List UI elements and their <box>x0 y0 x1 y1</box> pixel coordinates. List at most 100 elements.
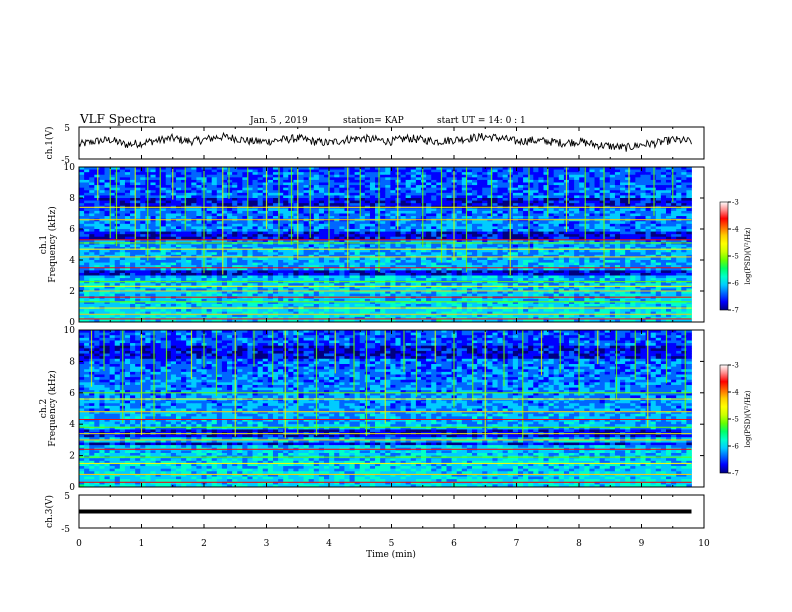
spectrogram-cell <box>543 203 549 207</box>
spectrogram-cell <box>313 231 320 235</box>
spectrogram-cell <box>247 234 253 238</box>
spectrogram-cell <box>186 213 192 217</box>
spectrogram-cell <box>604 236 611 240</box>
spectrogram-cell <box>594 265 601 269</box>
spectrogram-cell <box>671 210 677 214</box>
spectrogram-cell <box>569 239 575 243</box>
spectrogram-cell <box>599 200 606 204</box>
spectrogram-cell <box>196 210 202 214</box>
spectrogram-cell <box>211 267 218 271</box>
spectrogram-cell <box>267 231 274 235</box>
spectrogram-cell <box>528 223 534 227</box>
spectrogram-cell <box>114 234 121 238</box>
spectrogram-cell <box>94 234 100 238</box>
spectrogram-cell <box>165 203 172 207</box>
spectrogram-cell <box>553 213 560 217</box>
spectrogram-cell <box>339 257 345 261</box>
spectrogram-cell <box>375 231 381 235</box>
spectrogram-cell <box>349 221 356 225</box>
spectrogram-cell <box>660 174 667 178</box>
spectrogram-cell <box>124 257 131 261</box>
spectrogram-cell <box>609 260 616 263</box>
spectrogram-cell <box>415 247 422 251</box>
spectrogram-cell <box>553 216 560 220</box>
spectrogram-cell <box>492 221 498 225</box>
spectrogram-cell <box>538 177 544 181</box>
spectrogram-cell <box>181 229 187 232</box>
spectrogram-cell <box>181 267 187 271</box>
spectrogram-cell <box>308 179 315 183</box>
spectrogram-cell <box>487 179 493 183</box>
spectrogram-cell <box>211 249 218 253</box>
spectrogram-cell <box>466 254 473 258</box>
spectrogram-cell <box>155 244 162 248</box>
spectrogram-cell <box>604 216 611 220</box>
spectrogram-cell <box>267 213 274 217</box>
spectrogram-cell <box>589 247 595 251</box>
spectrogram-cell <box>221 244 228 248</box>
spectrogram-cell <box>436 187 442 191</box>
spectrogram-cell <box>135 208 141 212</box>
spectrogram-cell <box>298 267 304 271</box>
spectrogram-cell <box>676 210 682 214</box>
spectrogram-cell <box>369 182 376 186</box>
spectrogram-cell <box>186 229 192 232</box>
spectrogram-cell <box>329 260 335 263</box>
spectrogram-cell <box>267 179 274 183</box>
spectrogram-cell <box>339 182 345 186</box>
spectrogram-cell <box>257 192 264 196</box>
spectrogram-cell <box>574 192 580 196</box>
spectrogram-cell <box>630 254 636 258</box>
spectrogram-cell <box>640 216 646 220</box>
spectrogram-cell <box>227 231 233 235</box>
spectrogram-cell <box>574 187 580 191</box>
spectrogram-cell <box>589 172 595 176</box>
spectrogram-cell <box>415 182 422 186</box>
spectrogram-cell <box>114 195 121 199</box>
spectrogram-cell <box>191 254 197 258</box>
spectrogram-cell <box>318 187 325 191</box>
spectrogram-cell <box>140 198 146 201</box>
spectrogram-cell <box>660 267 667 271</box>
spectrogram-cell <box>216 195 223 199</box>
spectrogram-cell <box>523 182 529 186</box>
spectrogram-cell <box>94 254 100 258</box>
spectrogram-cell <box>630 247 636 251</box>
spectrogram-cell <box>441 247 447 251</box>
spectrogram-cell <box>232 252 238 256</box>
spectrogram-cell <box>272 210 279 214</box>
spectrogram-cell <box>543 252 549 256</box>
spectrogram-cell <box>538 190 544 194</box>
spectrogram-cell <box>206 265 213 269</box>
spectrogram-cell <box>165 182 172 186</box>
spectrogram-cell <box>104 167 111 170</box>
spectrogram-cell <box>671 249 677 253</box>
spectrogram-cell <box>655 257 662 261</box>
spectrogram-cell <box>420 257 427 261</box>
spectrogram-cell <box>390 249 396 253</box>
spectrogram-cell <box>676 200 682 204</box>
spectrogram-cell <box>543 200 549 204</box>
spectrogram-cell <box>267 203 274 207</box>
spectrogram-cell <box>114 231 121 235</box>
spectrogram-cell <box>497 200 504 204</box>
spectrogram-cell <box>89 252 95 256</box>
spectrogram-cell <box>211 185 218 189</box>
spectrogram-cell <box>267 236 274 240</box>
spectrogram-cell <box>247 249 253 253</box>
spectrogram-cell <box>278 185 284 189</box>
spectrogram-cell <box>232 270 238 274</box>
spectrogram-cell <box>584 244 590 248</box>
spectrogram-cell <box>308 234 315 238</box>
spectrogram-cell <box>216 236 223 240</box>
spectrogram-cell <box>170 231 177 235</box>
spectrogram-cell <box>620 249 626 253</box>
spectrogram-cell <box>502 208 509 212</box>
spectrogram-cell <box>400 249 407 253</box>
spectrogram-cell <box>569 244 575 248</box>
spectrogram-cell <box>334 265 340 269</box>
spectrogram-cell <box>369 247 376 251</box>
spectrogram-cell <box>558 254 565 258</box>
spectrogram-cell <box>283 179 289 183</box>
spectrogram-cell <box>94 210 100 214</box>
